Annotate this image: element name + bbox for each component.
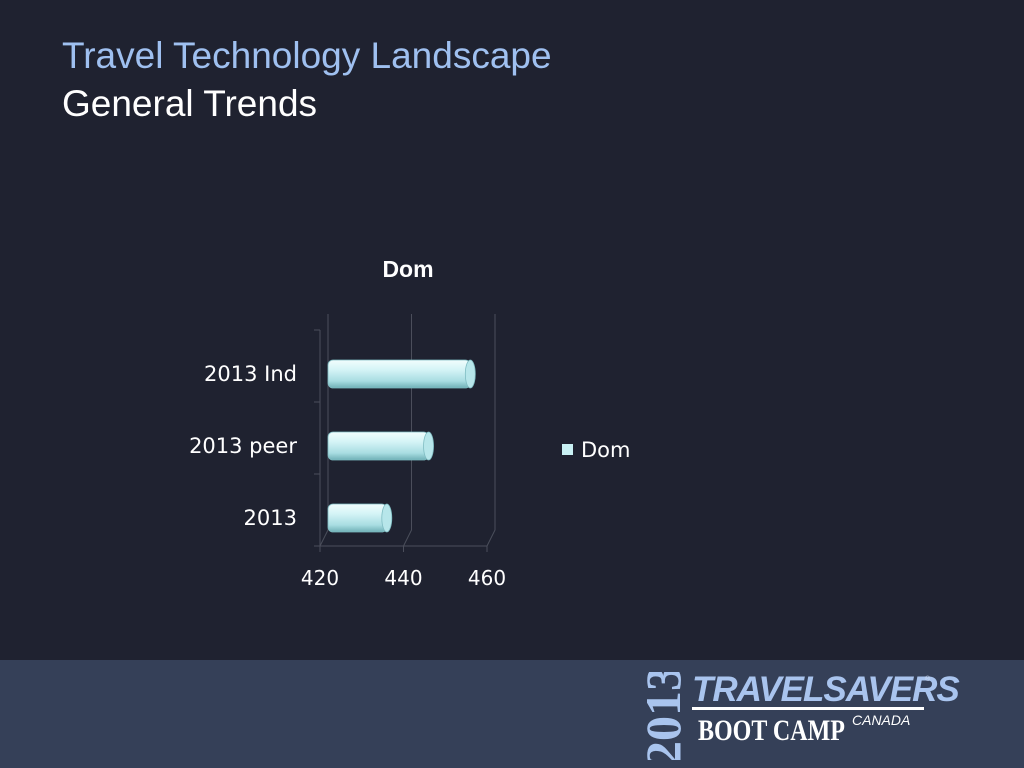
y-tick-label: 2013 [244, 506, 297, 530]
logo-country: CANADA [852, 712, 911, 728]
x-tick-label: 460 [468, 566, 506, 590]
legend-label: Dom [581, 438, 630, 462]
footer-band [0, 660, 1024, 768]
logo-divider [692, 707, 924, 710]
bar [327, 359, 476, 389]
legend: Dom [562, 438, 630, 462]
x-tick-label: 420 [301, 566, 339, 590]
logo-year: 2013 [636, 672, 690, 760]
y-tick-label: 2013 Ind [204, 362, 297, 386]
slide-subtitle: General Trends [62, 83, 318, 124]
y-tick-label: 2013 peer [189, 434, 297, 458]
logo-brand: TRAVELSAVERS [692, 670, 960, 709]
bar [327, 431, 434, 461]
legend-swatch [562, 444, 573, 455]
logo-event: BOOT CAMP [698, 714, 845, 747]
svg-text:2013: 2013 [636, 672, 690, 760]
gridline [319, 314, 329, 547]
bar-chart: Dom 420 440 460 2013 2013 peer 2013 Ind Dom [189, 256, 630, 590]
bar [327, 503, 393, 533]
logo-registered-mark: ® [925, 676, 931, 683]
gridline [403, 314, 412, 547]
gridline [486, 314, 496, 547]
x-tick-label: 440 [384, 566, 422, 590]
slide-title: Travel Technology Landscape [62, 35, 552, 76]
chart-title: Dom [382, 256, 433, 282]
